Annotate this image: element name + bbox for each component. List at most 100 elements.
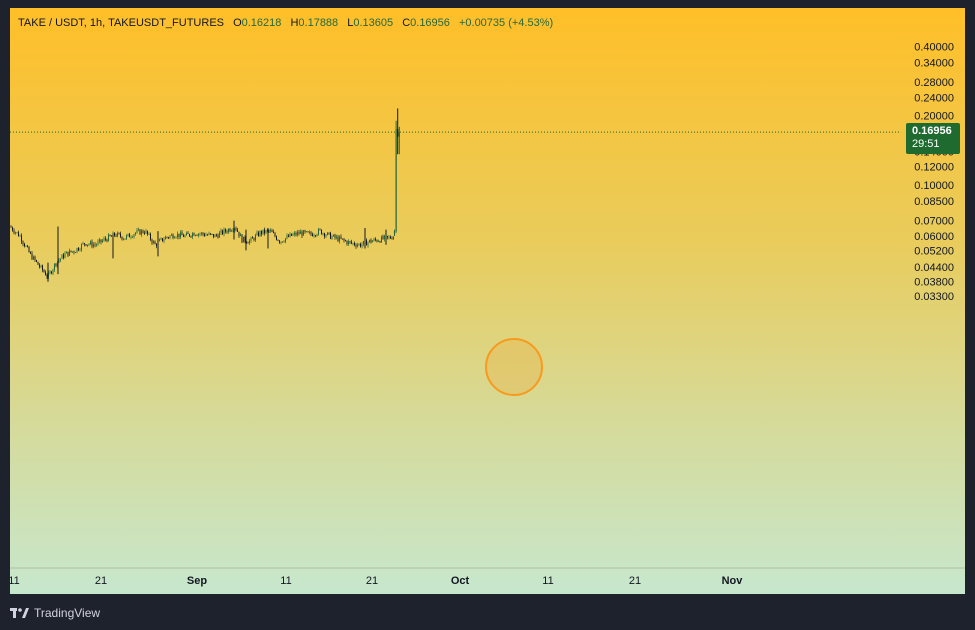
candle-body: [72, 251, 73, 253]
y-tick-label: 0.04400: [914, 262, 954, 274]
candle-body: [12, 227, 13, 231]
candle-body: [264, 229, 265, 234]
footer-brand-text: TradingView: [34, 606, 101, 620]
candles: [10, 108, 400, 282]
candle-body: [370, 239, 372, 243]
candle-body: [348, 241, 349, 245]
candle-body: [294, 232, 295, 235]
candle-body: [300, 231, 301, 234]
candle-body: [81, 244, 82, 250]
candle-body: [292, 234, 294, 236]
y-tick-label: 0.40000: [914, 41, 954, 53]
candle-body: [363, 240, 364, 245]
candle-body: [87, 244, 88, 246]
candle-body: [316, 234, 318, 236]
candle-body: [190, 236, 192, 237]
candle-body: [142, 230, 144, 233]
candle-body: [28, 246, 30, 253]
candle-body: [118, 232, 120, 234]
candle-body: [13, 230, 15, 233]
candle-body: [349, 241, 351, 242]
candle-body: [373, 238, 375, 241]
candle-body: [205, 234, 207, 236]
candle-body: [223, 229, 225, 235]
x-axis: 11 21 Sep 11 21 Oct 11 21 Nov: [10, 575, 743, 587]
bar-countdown: 29:51: [912, 138, 940, 151]
candle-body: [15, 232, 16, 234]
candle-body: [63, 254, 64, 258]
price-chart[interactable]: 0.400000.340000.280000.240000.200000.140…: [10, 8, 965, 594]
candle-body: [52, 269, 54, 274]
candle-body: [211, 233, 213, 235]
candle-body: [360, 243, 361, 247]
low-key: L: [347, 17, 354, 29]
y-tick-label: 0.28000: [914, 77, 954, 89]
chart-pane[interactable]: 0.400000.340000.280000.240000.200000.140…: [10, 8, 965, 594]
y-tick-label: 0.12000: [914, 162, 954, 174]
x-tick-label: 11: [280, 575, 291, 587]
footer-brand[interactable]: TradingView: [10, 604, 100, 622]
candle-body: [133, 234, 135, 237]
candle-body: [202, 232, 204, 235]
x-tick-label: Oct: [451, 575, 470, 587]
candle-body: [193, 233, 195, 236]
candle-body: [153, 241, 154, 243]
candle-body: [18, 232, 19, 237]
candle-body: [306, 231, 307, 233]
candle-body: [69, 250, 70, 256]
candle-body: [388, 236, 390, 238]
candle-body: [177, 233, 178, 238]
candle-body: [270, 230, 271, 231]
candle-body: [42, 265, 43, 271]
candle-body: [340, 236, 342, 239]
low-value: 0.13605: [353, 17, 394, 29]
candle-body: [159, 239, 160, 242]
candle-body: [144, 232, 145, 234]
candle-body: [43, 270, 45, 273]
candle-body: [199, 233, 201, 235]
candle-body: [120, 233, 121, 237]
candle-body: [61, 254, 63, 259]
candle-body: [352, 243, 354, 244]
candle-body: [286, 235, 288, 239]
candle-body: [346, 240, 348, 245]
candle-body: [85, 244, 87, 246]
candle-body: [106, 239, 108, 242]
candle-body: [282, 241, 283, 243]
candle-body: [237, 229, 238, 232]
candle-body: [297, 232, 298, 235]
candle-body: [327, 232, 328, 235]
candle-body: [45, 272, 46, 276]
candle-body: [178, 233, 180, 238]
candle-body: [397, 129, 399, 137]
candle-body: [255, 235, 256, 241]
candle-body: [225, 229, 226, 232]
candle-body: [253, 238, 255, 241]
high-value: 0.17888: [298, 17, 339, 29]
candle-body: [219, 232, 220, 238]
candle-body: [310, 232, 312, 235]
candle-body: [301, 231, 303, 236]
candle-body: [148, 233, 150, 235]
cursor-marker[interactable]: [485, 338, 543, 396]
open-key: O: [233, 17, 242, 29]
candle-body: [64, 253, 66, 258]
symbol-title[interactable]: TAKE / USDT, 1h, TAKEUSDT_FUTURES: [18, 17, 224, 29]
candle-body: [289, 233, 291, 237]
candle-body: [312, 234, 313, 237]
open-value: 0.16218: [241, 17, 282, 29]
candle-body: [241, 234, 243, 243]
candle-body: [105, 238, 106, 240]
candle-body: [361, 244, 363, 247]
candle-body: [231, 230, 232, 232]
y-tick-label: 0.06000: [914, 231, 954, 243]
candle-body: [345, 240, 346, 242]
x-tick-label: 21: [95, 575, 107, 587]
candle-body: [135, 232, 136, 235]
candle-body: [139, 229, 141, 235]
candle-body: [93, 244, 94, 247]
change-value: +0.00735 (+4.53%): [458, 17, 554, 29]
last-price-value: 0.16956: [912, 125, 952, 138]
candle-body: [268, 230, 270, 232]
candle-body: [163, 239, 165, 242]
